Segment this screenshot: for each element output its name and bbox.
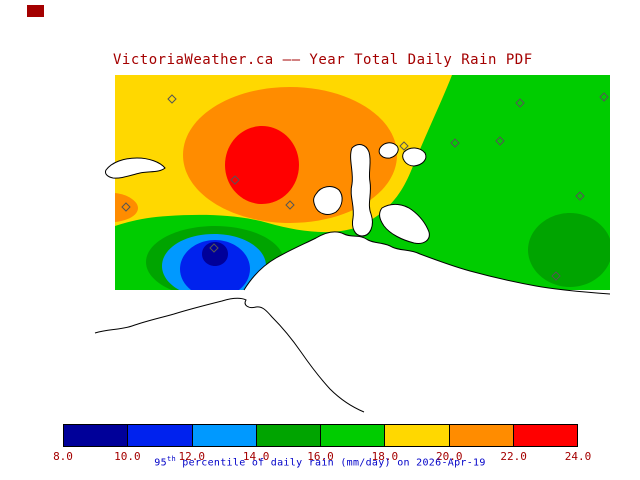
inlet-channel-outline — [350, 144, 373, 237]
station-marker — [575, 191, 585, 201]
colorbar-tick-label: 16.0 — [307, 450, 334, 463]
olympic-peninsula-coast — [94, 297, 365, 413]
colorbar-segment — [256, 425, 321, 446]
station-marker — [399, 141, 409, 151]
station-marker — [495, 136, 505, 146]
station-marker — [121, 202, 131, 212]
colorbar-tick-label: 10.0 — [114, 450, 141, 463]
strait-water — [244, 231, 564, 290]
caption-text: percentile of daily rain (mm/day) on 202… — [175, 457, 486, 469]
contour-region-8-10 — [202, 242, 228, 266]
coastlines — [94, 142, 611, 413]
colorbar-tick-label: 12.0 — [178, 450, 206, 463]
chart-title: VictoriaWeather.ca —— Year Total Daily R… — [113, 52, 533, 68]
contour-field — [115, 75, 610, 290]
colorbar-tick-label: 22.0 — [500, 450, 527, 463]
station-marker — [515, 98, 525, 108]
colorbar-tick-label: 14.0 — [242, 450, 270, 463]
contour-region-22-24 — [225, 126, 299, 204]
station-markers — [121, 92, 609, 281]
station-marker — [209, 243, 219, 253]
caption: 95th percentile of daily rain (mm/day) o… — [0, 455, 640, 468]
colorbar-segments — [63, 424, 578, 447]
colorbar-tick-label: 8.0 — [53, 450, 73, 463]
corner-logo-square — [27, 5, 44, 17]
colorbar-segment — [449, 425, 514, 446]
station-marker — [450, 138, 460, 148]
contour-region-20-22-west — [115, 193, 138, 222]
station-marker — [285, 200, 295, 210]
contour-region-14-16-southeast — [528, 213, 610, 287]
caption-value: 95 — [154, 457, 167, 469]
station-marker — [230, 175, 240, 185]
island-outline-west — [105, 157, 166, 179]
vancouver-island-south-coast — [243, 231, 611, 295]
colorbar-tick-label: 20.0 — [436, 450, 463, 463]
colorbar-ticks: 8.0 10.0 12.0 14.0 16.0 18.0 20.0 22.0 24.0 — [53, 447, 591, 463]
station-marker — [167, 94, 177, 104]
colorbar-segment — [321, 425, 386, 446]
island-outline-ne2 — [402, 147, 427, 167]
colorbar-tick-label: 18.0 — [371, 450, 399, 463]
station-marker — [599, 92, 609, 102]
colorbar-segment — [385, 425, 450, 446]
station-marker — [551, 271, 561, 281]
island-outline-ne1 — [378, 142, 399, 159]
colorbar-segment — [192, 425, 257, 446]
colorbar-tick-label: 24.0 — [564, 450, 592, 463]
colorbar-segment — [513, 425, 577, 446]
island-outline-se — [379, 203, 430, 244]
bay-outline — [313, 186, 343, 215]
colorbar-segment — [128, 425, 193, 446]
caption-superscript: th — [166, 455, 176, 463]
colorbar: 8.0 10.0 12.0 14.0 16.0 18.0 20.0 22.0 24.0 — [53, 424, 591, 463]
colorbar-segment — [64, 425, 129, 446]
